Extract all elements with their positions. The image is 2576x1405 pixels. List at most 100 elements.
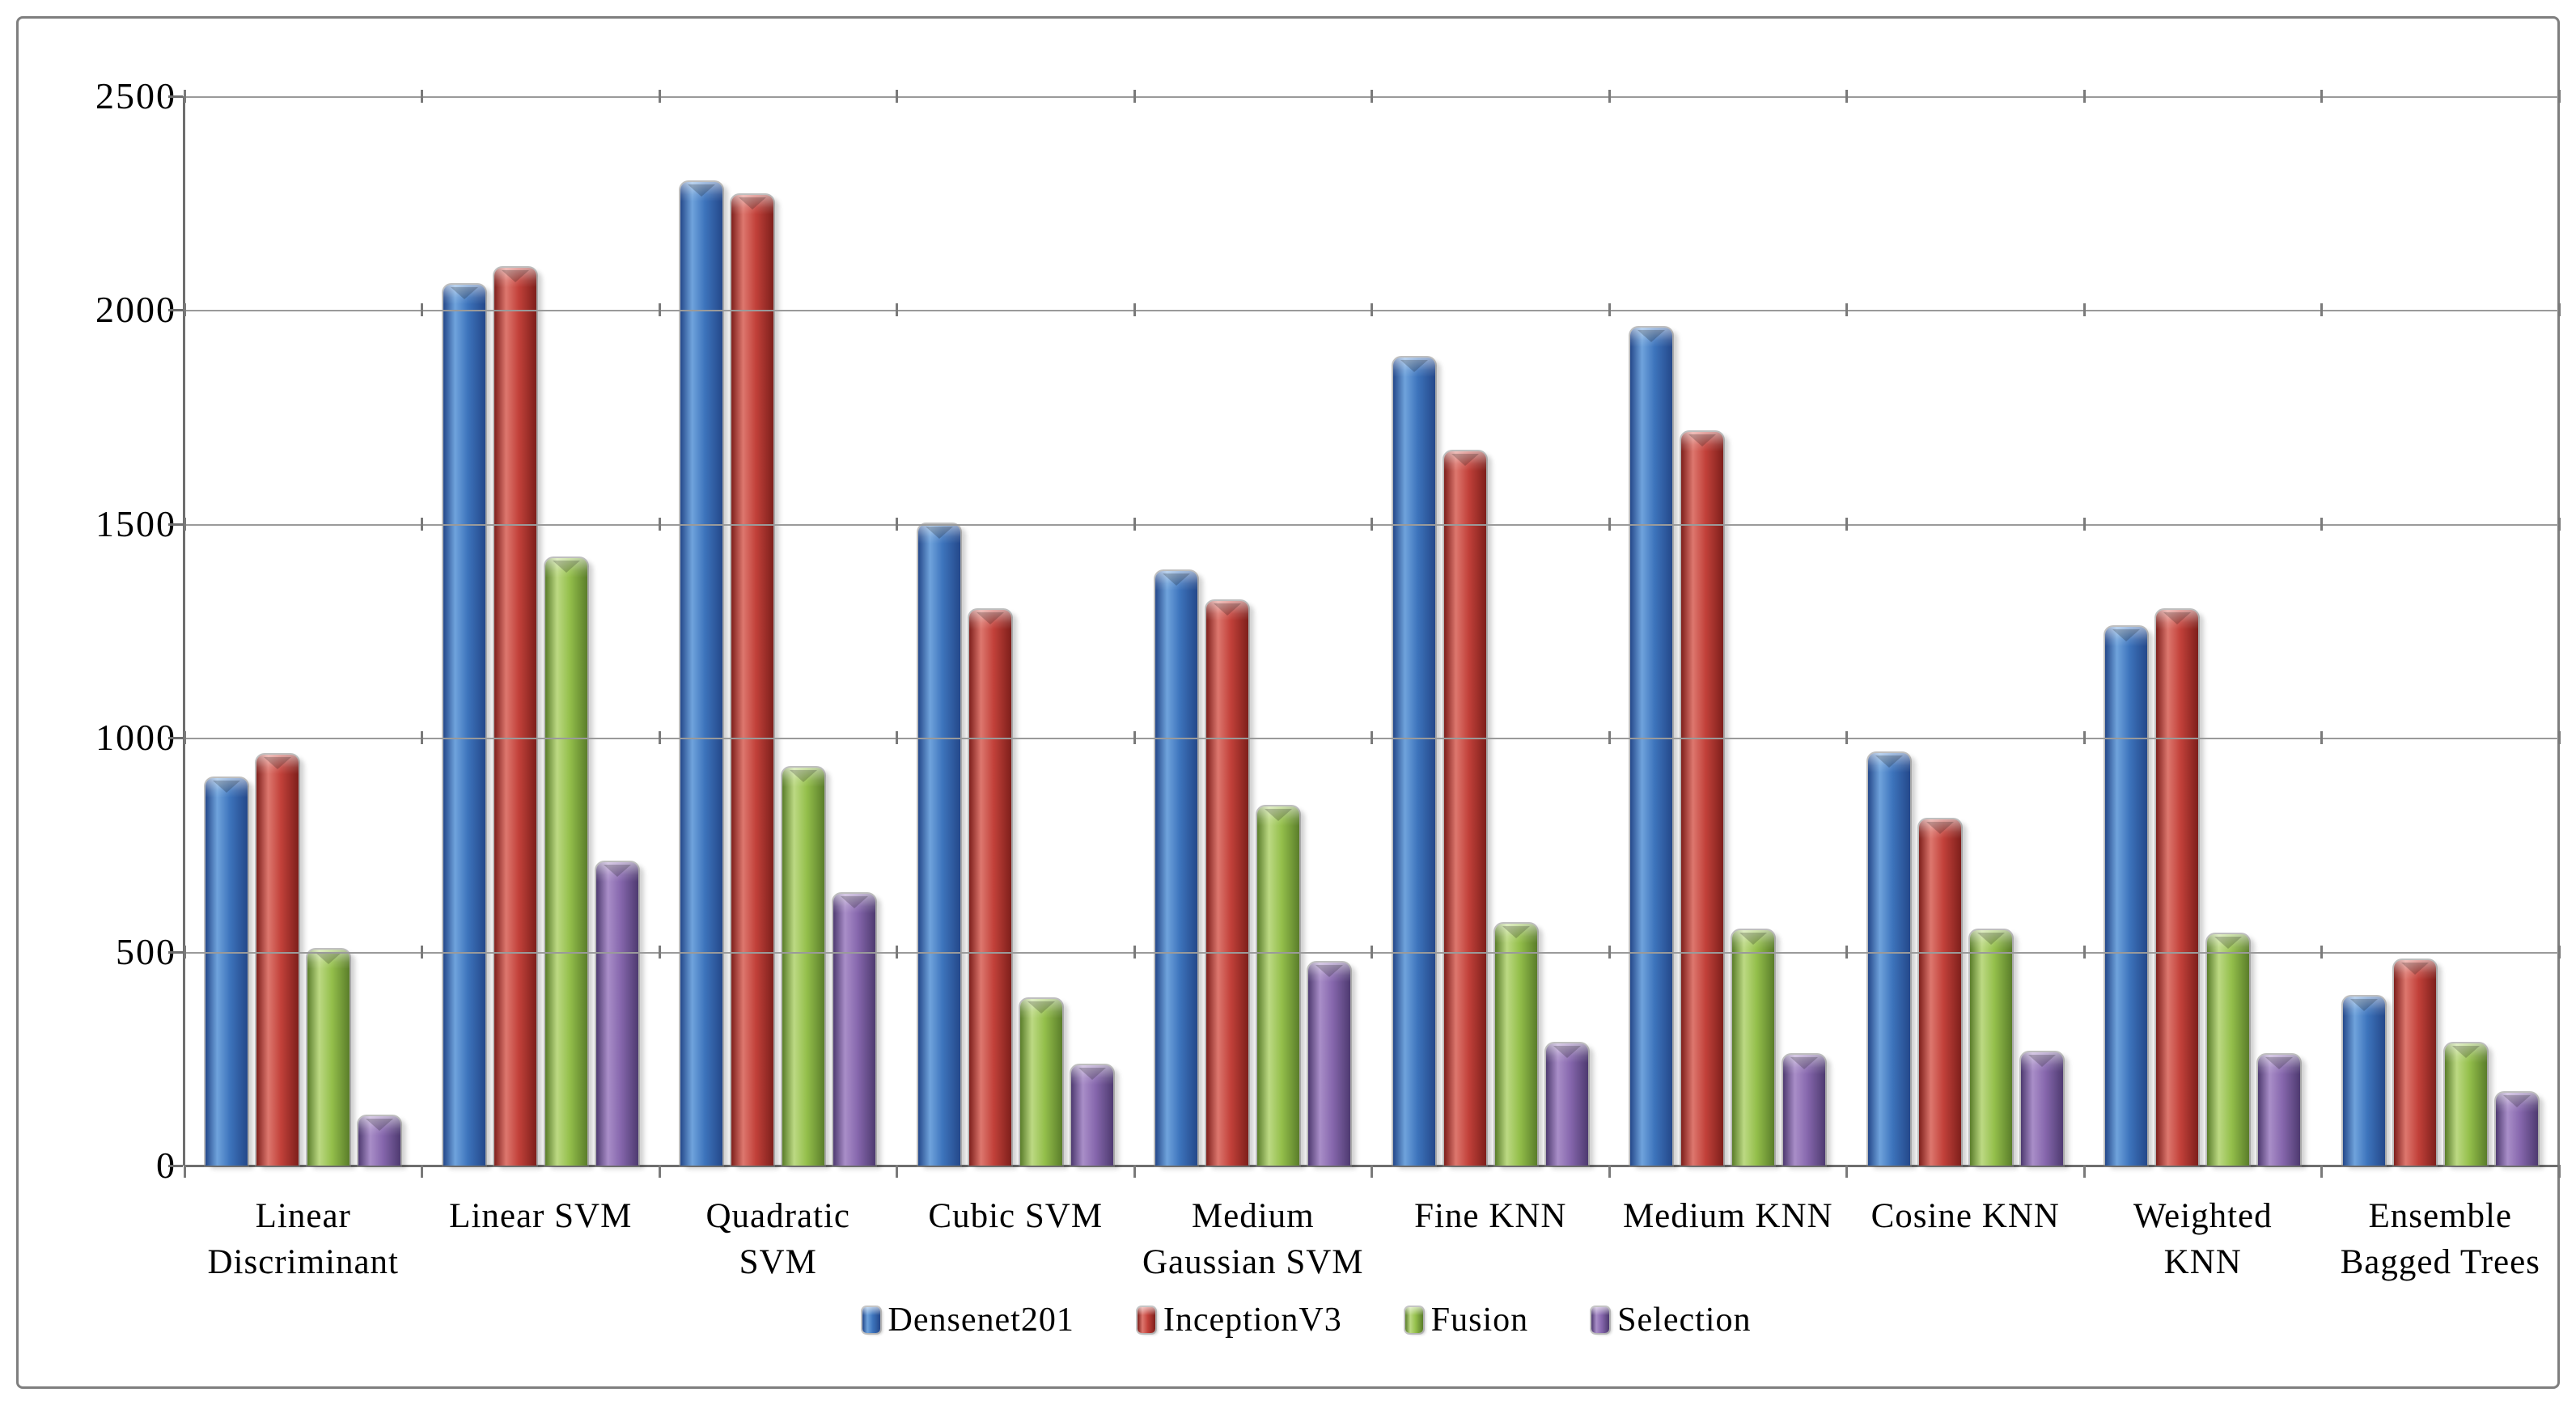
x-boundary-tick: [183, 945, 186, 959]
legend: Densenet201 InceptionV3 Fusion Selection: [19, 1303, 2576, 1337]
x-boundary-tick: [2082, 90, 2086, 103]
bar-inceptionv3: [2393, 960, 2436, 1166]
x-boundary-tick: [1845, 945, 1848, 959]
x-boundary-tick: [1608, 1165, 1611, 1178]
x-tick-label: Cosine KNN: [1871, 1197, 2060, 1235]
bar-densenet201: [443, 285, 485, 1166]
x-boundary-tick: [1133, 517, 1136, 531]
category-group: [422, 96, 660, 1166]
y-tick-label: 0: [156, 1145, 176, 1186]
x-boundary-tick: [1845, 90, 1848, 103]
x-boundary-tick: [2320, 303, 2323, 317]
bar-selection: [1070, 1065, 1113, 1166]
category-group: [2084, 96, 2322, 1166]
x-boundary-tick: [2082, 303, 2086, 317]
bar-densenet201: [2342, 997, 2385, 1166]
bar-inceptionv3: [256, 755, 299, 1166]
bar-fusion: [782, 768, 825, 1166]
y-tick-label: 2000: [95, 289, 176, 331]
x-boundary-tick: [1371, 303, 1373, 317]
y-tick-mark: [168, 950, 183, 954]
y-tick-label: 1500: [95, 502, 176, 544]
x-tick-label: Medium Gaussian SVM: [1142, 1197, 1364, 1281]
x-boundary-tick: [1371, 90, 1373, 103]
y-tick-mark: [168, 309, 183, 312]
bar-inceptionv3: [1443, 451, 1486, 1166]
legend-item-fusion: Fusion: [1405, 1303, 1528, 1337]
x-boundary-tick: [183, 1165, 186, 1178]
x-boundary-tick: [658, 90, 661, 103]
x-boundary-tick: [658, 731, 661, 745]
x-boundary-tick: [896, 517, 898, 531]
x-boundary-tick: [1133, 945, 1136, 959]
x-boundary-tick: [2320, 945, 2323, 959]
legend-swatch-icon: [1137, 1307, 1155, 1333]
bar-selection: [1783, 1055, 1826, 1166]
x-boundary-tick: [1608, 945, 1611, 959]
x-boundary-tick: [2557, 1165, 2561, 1178]
bar-inceptionv3: [1206, 601, 1249, 1166]
x-boundary-tick: [1845, 731, 1848, 745]
bar-fusion: [1732, 930, 1775, 1166]
y-tick-label: 2500: [95, 75, 176, 116]
bar-fusion: [2444, 1043, 2487, 1166]
x-boundary-tick: [421, 517, 423, 531]
x-axis-labels: Linear Discriminant Linear SVM Quadratic S…: [184, 1193, 2559, 1285]
bar-groups: [184, 96, 2559, 1166]
category-group: [1609, 96, 1847, 1166]
bar-fusion: [1019, 999, 1062, 1166]
bar-densenet201: [680, 182, 723, 1166]
x-tick-label: Fine KNN: [1414, 1197, 1567, 1235]
legend-item-selection: Selection: [1591, 1303, 1751, 1337]
x-boundary-tick: [421, 945, 423, 959]
y-tick-mark: [168, 523, 183, 526]
x-boundary-tick: [421, 303, 423, 317]
y-tick-mark: [168, 1165, 183, 1167]
category-group: [1372, 96, 1610, 1166]
x-boundary-tick: [1371, 945, 1373, 959]
x-boundary-tick: [658, 1165, 661, 1178]
bar-fusion: [2207, 934, 2250, 1166]
bar-densenet201: [1392, 358, 1435, 1166]
x-boundary-tick: [2320, 1165, 2323, 1178]
x-boundary-tick: [2557, 90, 2561, 103]
x-tick-label: Linear Discriminant: [207, 1197, 399, 1281]
x-boundary-tick: [658, 517, 661, 531]
x-tick-label: Weighted KNN: [2133, 1197, 2273, 1281]
x-boundary-tick: [1133, 1165, 1136, 1178]
bar-selection: [2020, 1052, 2063, 1166]
x-boundary-tick: [1133, 90, 1136, 103]
legend-label: Selection: [1617, 1301, 1752, 1339]
x-tick-label: Medium KNN: [1622, 1197, 1833, 1235]
x-boundary-tick: [2557, 945, 2561, 959]
legend-swatch-icon: [862, 1307, 880, 1333]
bar-densenet201: [1867, 753, 1910, 1166]
x-boundary-tick: [2320, 731, 2323, 745]
x-tick-label: Cubic SVM: [928, 1197, 1104, 1235]
category-group: [184, 96, 422, 1166]
x-tick-label: Quadratic SVM: [705, 1197, 851, 1281]
x-boundary-tick: [421, 731, 423, 745]
x-boundary-tick: [896, 1165, 898, 1178]
x-boundary-tick: [2082, 731, 2086, 745]
legend-label: Densenet201: [888, 1301, 1074, 1339]
x-boundary-tick: [1608, 517, 1611, 531]
x-boundary-tick: [421, 90, 423, 103]
x-boundary-tick: [421, 1165, 423, 1178]
x-boundary-tick: [183, 517, 186, 531]
x-boundary-tick: [183, 303, 186, 317]
x-boundary-tick: [658, 303, 661, 317]
bar-inceptionv3: [2156, 610, 2199, 1166]
x-boundary-tick: [2557, 303, 2561, 317]
legend-swatch-icon: [1591, 1307, 1610, 1333]
bar-inceptionv3: [731, 195, 774, 1166]
y-tick-mark: [168, 737, 183, 740]
x-boundary-tick: [658, 945, 661, 959]
bar-selection: [1545, 1043, 1588, 1166]
x-boundary-tick: [896, 731, 898, 745]
x-boundary-tick: [1133, 731, 1136, 745]
x-boundary-tick: [1371, 731, 1373, 745]
bar-fusion: [307, 950, 350, 1166]
bar-fusion: [1257, 806, 1300, 1166]
x-boundary-tick: [2557, 731, 2561, 745]
